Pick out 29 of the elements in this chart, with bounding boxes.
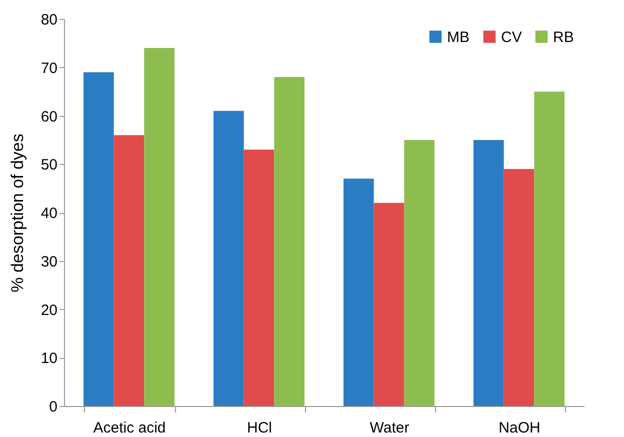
bar: [534, 92, 564, 406]
y-tick-label: 30: [40, 253, 58, 270]
x-tick-label: Acetic acid: [93, 420, 166, 436]
legend-label: CV: [501, 28, 522, 46]
bar: [504, 168, 534, 406]
bar: [114, 135, 144, 406]
bar: [144, 48, 174, 406]
y-tick-label: 50: [40, 156, 58, 174]
y-tick-label: 20: [40, 302, 58, 319]
bar: [244, 150, 274, 406]
y-axis-title: % desorption of dyes: [8, 134, 27, 292]
bar: [214, 110, 244, 406]
legend-label: RB: [553, 28, 574, 46]
y-tick-label: 10: [40, 350, 58, 368]
legend-label: MB: [447, 28, 470, 46]
bar: [374, 202, 404, 406]
x-tick-label: NaOH: [498, 420, 540, 436]
x-tick-label: Water: [370, 420, 410, 436]
bar: [274, 77, 304, 406]
bar: [474, 140, 504, 406]
x-tick-label: HCl: [247, 420, 272, 436]
y-tick-label: 70: [40, 60, 58, 77]
y-tick-label: 60: [40, 108, 58, 126]
bar: [404, 140, 434, 406]
y-tick-label: 80: [40, 12, 58, 28]
bar: [344, 178, 374, 406]
y-tick-label: 0: [49, 398, 58, 416]
y-tick-label: 40: [40, 205, 58, 222]
bar: [84, 72, 114, 406]
